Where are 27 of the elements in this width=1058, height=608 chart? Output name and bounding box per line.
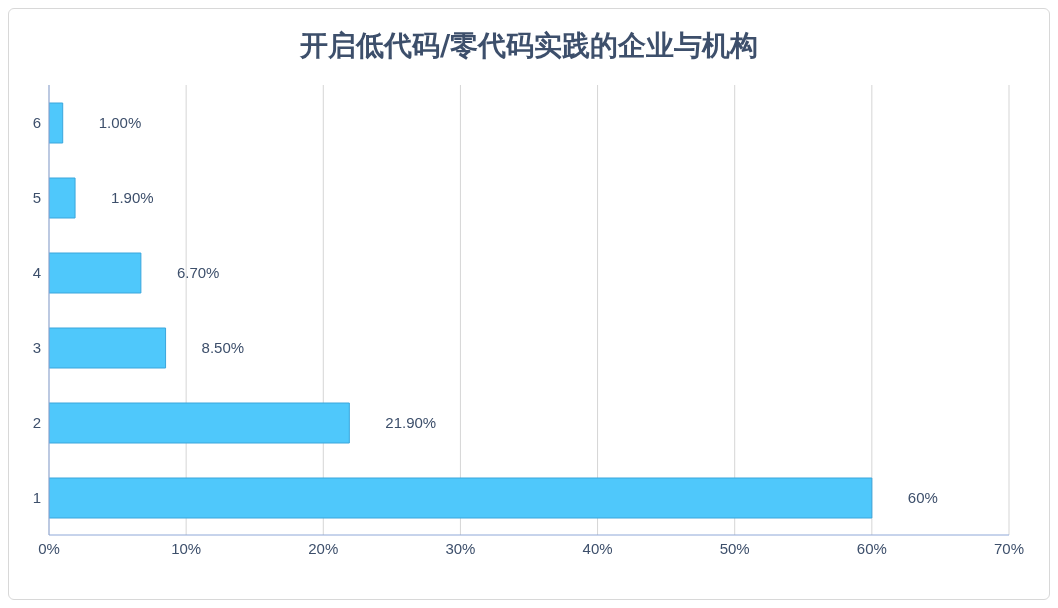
y-tick-label: 4 [32, 263, 41, 281]
x-tick-label: 10% [171, 539, 202, 557]
data-label: 1.90% [111, 189, 154, 207]
x-tick-label: 70% [993, 539, 1025, 557]
x-tick-label: 50% [719, 539, 750, 557]
bar [49, 102, 64, 144]
bar [49, 252, 142, 294]
bar [49, 402, 350, 444]
data-label: 1.00% [98, 114, 142, 132]
chart-title: 开启低代码/零代码实践的企业与机构 [298, 28, 760, 64]
data-label: 6.70% [176, 264, 220, 282]
x-tick-label: 0% [38, 539, 60, 557]
bar [49, 477, 873, 519]
x-tick-label: 40% [582, 539, 613, 557]
bar [49, 177, 76, 219]
y-tick-label: 6 [32, 113, 41, 131]
bar [49, 327, 167, 369]
data-label: 8.50% [201, 339, 245, 357]
y-tick-label: 2 [32, 413, 41, 431]
data-label: 21.90% [385, 414, 437, 432]
y-tick-label: 3 [32, 338, 41, 356]
data-label: 60% [907, 489, 938, 507]
x-tick-label: 60% [856, 539, 887, 557]
y-tick-label: 1 [32, 488, 41, 506]
x-tick-label: 30% [445, 539, 476, 557]
y-tick-label: 5 [32, 188, 41, 206]
x-tick-label: 20% [308, 539, 339, 557]
